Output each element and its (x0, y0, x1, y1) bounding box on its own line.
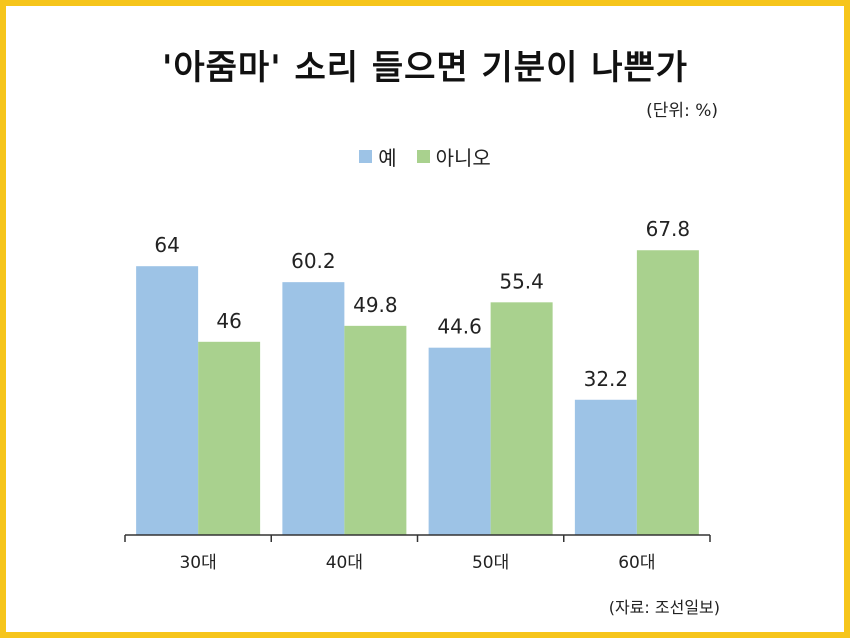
bar-no-0 (198, 341, 261, 535)
data-label-yes-2: 44.6 (437, 315, 482, 339)
data-label-yes-3: 32.2 (584, 367, 629, 391)
source-note: (자료: 조선일보) (608, 598, 720, 617)
data-label-no-0: 46 (216, 309, 241, 333)
legend-label-no: 아니오 (435, 146, 491, 170)
bar-no-2 (490, 302, 553, 535)
legend-label-yes: 예 (378, 146, 397, 170)
data-label-no-2: 55.4 (499, 269, 544, 293)
bar-yes-1 (282, 282, 345, 535)
bar-no-3 (636, 250, 699, 536)
x-tick-label-1: 40대 (326, 553, 363, 573)
bar-no-1 (344, 325, 407, 535)
legend-swatch-yes (359, 150, 373, 163)
x-tick-label-3: 60대 (618, 553, 655, 573)
chart-title: '아줌마' 소리 들으면 기분이 나쁜가 (161, 48, 689, 88)
data-label-no-3: 67.8 (646, 217, 691, 241)
legend-item-yes: 예 (359, 142, 397, 171)
legend-swatch-no (416, 150, 430, 163)
bar-yes-0 (136, 266, 199, 535)
bar-yes-3 (574, 399, 637, 535)
legend: 예 아니오 (0, 142, 850, 171)
bar-yes-2 (428, 347, 491, 535)
x-tick-label-2: 50대 (472, 553, 509, 573)
x-tick-label-0: 30대 (179, 553, 216, 573)
data-label-yes-1: 60.2 (291, 249, 336, 273)
legend-item-no: 아니오 (416, 142, 491, 171)
unit-note: (단위: %) (646, 101, 718, 121)
data-label-yes-0: 64 (154, 233, 179, 257)
data-label-no-1: 49.8 (353, 293, 398, 317)
